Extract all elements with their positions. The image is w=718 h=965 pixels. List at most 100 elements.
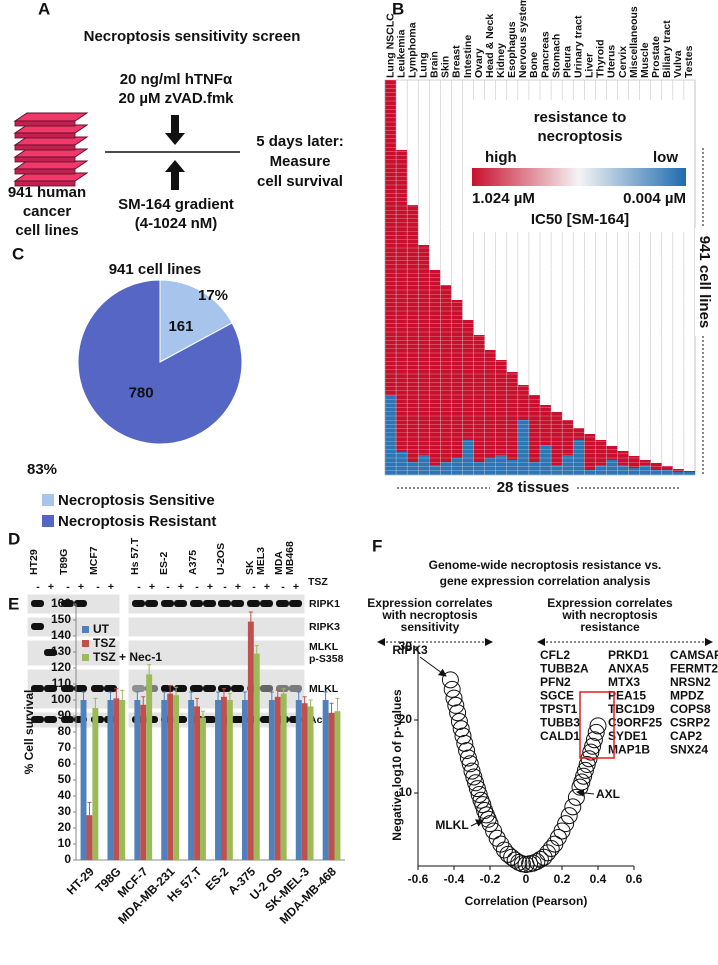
- heatmap-red: [396, 150, 408, 452]
- treatment-label: TSZ: [308, 576, 328, 588]
- bar: [146, 674, 153, 860]
- error-bar: [200, 710, 205, 725]
- tissue-label: Miscellaneous: [628, 6, 640, 78]
- heatmap-blue: [528, 462, 540, 475]
- x-tick-label: -0.6: [408, 872, 429, 886]
- lane-label: A375: [187, 550, 199, 575]
- readout-label: 5 days later:: [256, 133, 344, 150]
- error-bar: [275, 689, 280, 704]
- rows-label-bg: [695, 228, 713, 336]
- heatmap-blue: [617, 465, 629, 475]
- heatmap-red: [584, 434, 596, 470]
- lane-label: Hs 57.T: [129, 537, 141, 575]
- readout-label: Measure: [270, 153, 331, 170]
- x-axis-label: Correlation (Pearson): [465, 894, 588, 908]
- readout-label: cell survival: [257, 173, 343, 190]
- blot-band: [44, 716, 57, 723]
- heatmap-blue: [440, 462, 452, 475]
- blot-band: [31, 623, 44, 630]
- blot-band: [31, 685, 44, 692]
- point: [499, 845, 517, 863]
- legend-swatch: [82, 626, 89, 633]
- pie-value-label: 161: [168, 318, 193, 335]
- heatmap-blue: [429, 465, 441, 475]
- blot-bg: [127, 639, 306, 667]
- blot-band: [44, 685, 57, 692]
- error-bar: [108, 691, 113, 709]
- error-bar: [227, 693, 232, 707]
- bar: [188, 700, 195, 860]
- panel-label: E: [8, 594, 19, 613]
- blot-band: [61, 685, 74, 692]
- bar: [215, 700, 221, 860]
- lane-label: T89G: [58, 549, 70, 575]
- heatmap-blue: [385, 395, 397, 475]
- blot-bg: [26, 616, 121, 638]
- legend-gradient: [472, 168, 686, 186]
- point: [578, 756, 596, 774]
- tissue-label: Testes: [683, 45, 695, 78]
- error-bar: [114, 688, 119, 709]
- cells-label: cancer: [23, 203, 72, 220]
- blot-row-label: MLKL: [309, 641, 339, 653]
- blot-band: [247, 600, 260, 607]
- y-tick-label: 60: [58, 756, 72, 770]
- heatmap-blue: [595, 465, 607, 475]
- error-bar: [254, 645, 259, 663]
- y-tick-label: 30: [399, 639, 413, 653]
- error-bar: [281, 688, 286, 699]
- arrow-down: [165, 115, 185, 145]
- y-tick-label: 150: [51, 612, 71, 626]
- heatmap-red: [418, 245, 430, 455]
- error-bar: [308, 699, 313, 714]
- blot-band: [31, 600, 44, 607]
- blot-band: [276, 600, 289, 607]
- legend-high: high: [485, 149, 517, 166]
- heatmap-red: [473, 335, 485, 462]
- tissue-label: Lung: [418, 52, 430, 78]
- gene-label: SNX24: [670, 743, 708, 757]
- heatmap-blue: [540, 445, 552, 475]
- bar: [328, 712, 335, 860]
- heatmap-red: [562, 420, 574, 455]
- error-bar: [323, 691, 328, 709]
- gene-label: TUBB3: [540, 716, 580, 730]
- heatmap-red: [517, 385, 529, 420]
- point: [468, 780, 486, 798]
- point: [560, 807, 578, 825]
- blot-row-label: RIPK1: [309, 598, 340, 610]
- heatmap-blue: [672, 472, 684, 475]
- cells-label: 941 human: [8, 184, 86, 201]
- blot-band: [289, 685, 302, 692]
- gene-label: C9ORF25: [608, 716, 662, 730]
- error-bar: [269, 691, 274, 709]
- gene-label: CAMSAP: [670, 648, 718, 662]
- pie-percent-label: 17%: [198, 287, 228, 304]
- highlight-box: [579, 691, 615, 759]
- bar: [295, 700, 302, 860]
- lane-label: MB468: [284, 541, 296, 575]
- legend-metric: IC50 [SM-164]: [531, 211, 629, 228]
- error-bar: [162, 691, 167, 709]
- y-tick-label: 90: [58, 708, 72, 722]
- error-bar: [135, 691, 140, 709]
- annotation: MLKL: [435, 818, 468, 832]
- chart-title: gene expression correlation analysis: [440, 574, 651, 588]
- heatmap-blue: [650, 470, 662, 475]
- point: [461, 755, 479, 773]
- gene-label: COPS8: [670, 702, 711, 716]
- error-bar: [147, 664, 152, 685]
- heatmap-blue: [407, 462, 419, 475]
- plate-side: [14, 144, 76, 151]
- point: [474, 796, 492, 814]
- annotation: AXL: [596, 787, 620, 801]
- x-tick-label: -0.4: [444, 872, 465, 886]
- left-header: Expression correlates: [367, 596, 493, 610]
- error-bar: [296, 691, 301, 709]
- blot-bg: [127, 616, 306, 638]
- heatmap-blue: [661, 470, 673, 475]
- x-tick-label: 0.2: [554, 872, 571, 886]
- point: [458, 742, 476, 760]
- point: [443, 680, 461, 698]
- gene-label: CSRP2: [670, 716, 710, 730]
